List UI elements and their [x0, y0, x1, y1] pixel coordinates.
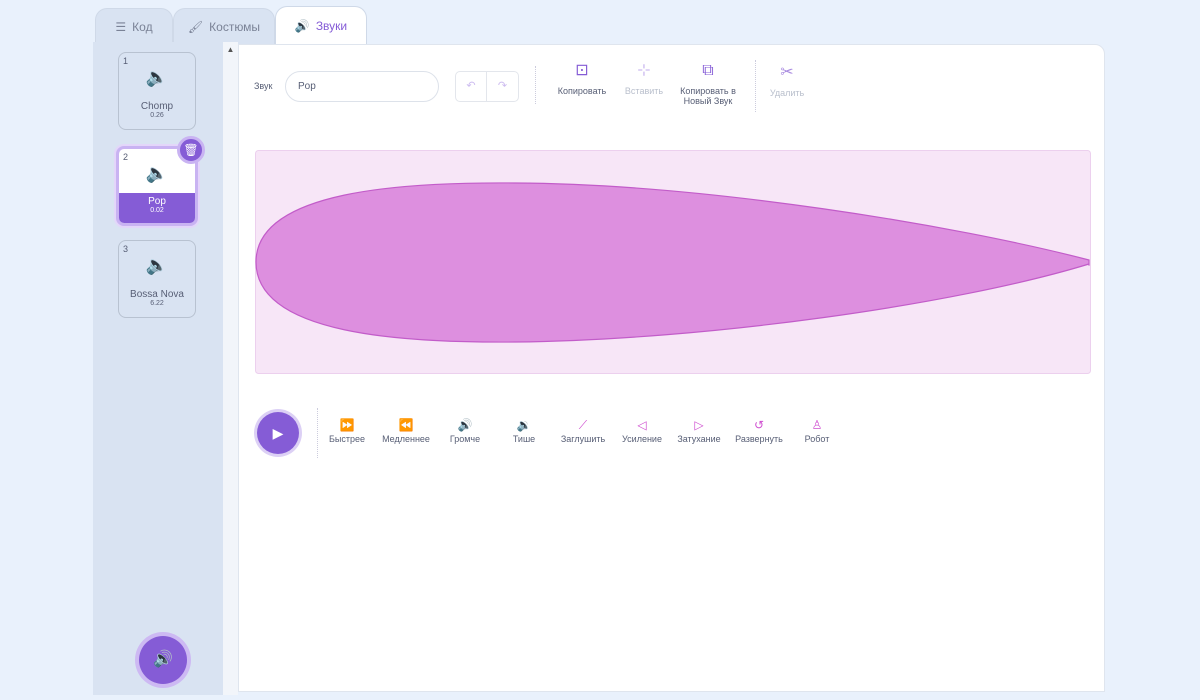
- play-icon: ▶: [272, 425, 284, 441]
- scissors-icon: ✂: [780, 64, 794, 81]
- sound-name-input[interactable]: [285, 71, 439, 102]
- effect-softer-button[interactable]: 🔉 Тише: [494, 418, 554, 444]
- divider: [317, 408, 318, 458]
- effect-slower-button[interactable]: ⏪ Медленнее: [376, 418, 436, 444]
- trash-icon: 🗑: [183, 143, 199, 157]
- waveform-display[interactable]: [255, 150, 1091, 374]
- redo-icon: ↷: [497, 80, 508, 92]
- copy-new-icon: ⧉: [702, 62, 714, 79]
- tab-sounds[interactable]: 🔊 Звуки: [275, 6, 367, 44]
- copy-to-new-button[interactable]: ⧉ Копировать в Новый Звук: [672, 62, 744, 107]
- paste-icon: ⊹: [637, 62, 651, 79]
- effect-louder-button[interactable]: 🔊 Громче: [435, 418, 495, 444]
- robot-icon: ♙: [811, 418, 823, 432]
- reverse-icon: ↺: [753, 418, 765, 432]
- divider: [755, 60, 756, 112]
- code-icon: ☰: [115, 19, 127, 34]
- slower-icon: ⏪: [398, 418, 414, 432]
- paste-button[interactable]: ⊹ Вставить: [615, 62, 673, 97]
- effect-fade-in-button[interactable]: ◁ Усиление: [612, 418, 672, 444]
- fade-in-icon: ◁: [637, 418, 647, 432]
- speaker-icon: 🔈: [145, 255, 169, 275]
- effect-mute-button[interactable]: ⟋ Заглушить: [553, 418, 613, 444]
- delete-button[interactable]: ✂ Удалить: [762, 64, 812, 99]
- mute-icon: ⟋: [578, 418, 588, 432]
- effect-robot-button[interactable]: ♙ Робот: [787, 418, 847, 444]
- sound-name-label: Звук: [254, 81, 273, 91]
- effect-faster-button[interactable]: ⏩ Быстрее: [317, 418, 377, 444]
- undo-button[interactable]: ↶: [455, 71, 487, 102]
- add-sound-icon: 🔊: [153, 651, 173, 668]
- copy-icon: ⊡: [575, 62, 589, 79]
- tab-costumes[interactable]: 🖌 Костюмы: [173, 8, 275, 44]
- sound-list: 1 🔈 Chomp 0.26 2 🔈 Pop 0.02 🗑 3 🔈 Bossa N…: [93, 42, 223, 695]
- louder-icon: 🔊: [457, 418, 473, 432]
- tab-code[interactable]: ☰ Код: [95, 8, 173, 44]
- divider: [535, 66, 536, 104]
- play-button[interactable]: ▶: [257, 412, 299, 454]
- add-sound-button[interactable]: 🔊: [139, 636, 187, 684]
- sound-tile-bossa-nova[interactable]: 3 🔈 Bossa Nova 6.22: [118, 240, 196, 318]
- faster-icon: ⏩: [339, 418, 355, 432]
- softer-icon: 🔉: [516, 418, 532, 432]
- scroll-up-arrow[interactable]: ▲: [226, 45, 235, 54]
- waveform: [255, 182, 1090, 343]
- speaker-icon: 🔊: [294, 18, 310, 33]
- brush-icon: 🖌: [187, 19, 204, 34]
- undo-icon: ↶: [466, 80, 476, 92]
- delete-sound-button[interactable]: 🗑: [177, 136, 205, 164]
- speaker-icon: 🔈: [145, 163, 169, 183]
- sound-tile-chomp[interactable]: 1 🔈 Chomp 0.26: [118, 52, 196, 130]
- effect-reverse-button[interactable]: ↺ Развернуть: [729, 418, 789, 444]
- effect-fade-out-button[interactable]: ▷ Затухание: [669, 418, 729, 444]
- redo-button[interactable]: ↷: [487, 71, 519, 102]
- copy-button[interactable]: ⊡ Копировать: [552, 62, 612, 97]
- fade-out-icon: ▷: [694, 418, 704, 432]
- scrollbar[interactable]: ▲: [223, 42, 238, 695]
- speaker-icon: 🔈: [145, 67, 169, 87]
